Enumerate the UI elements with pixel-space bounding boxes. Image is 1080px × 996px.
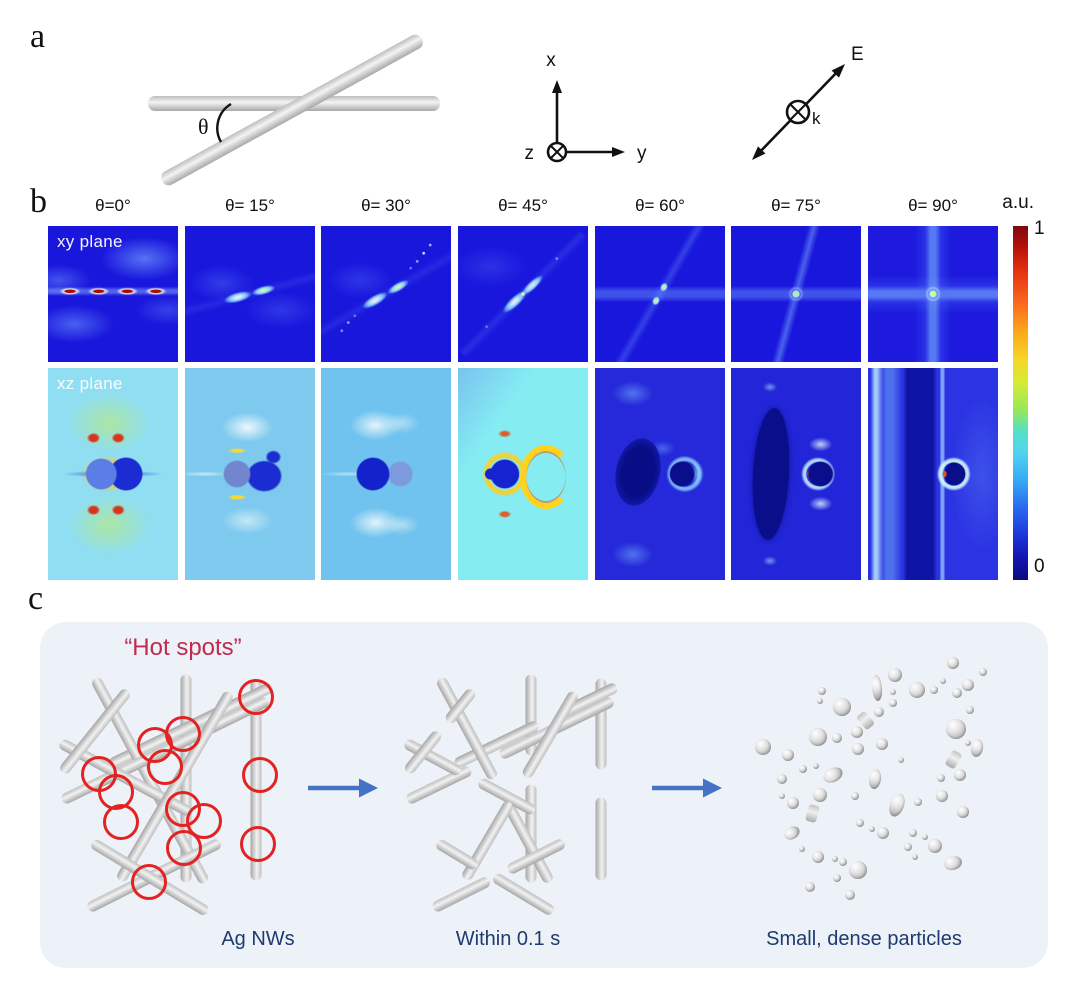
coordinate-axes: x y z xyxy=(525,50,648,164)
theta-label-75deg: θ= 75° xyxy=(771,196,821,215)
e-field-label: E xyxy=(851,44,864,65)
theta-label-30deg: θ= 30° xyxy=(361,196,411,215)
panel-a-label: a xyxy=(30,18,46,55)
polarization-diagram: E k xyxy=(752,44,864,160)
xz-plane-label: xz plane xyxy=(57,374,123,393)
hot-spots-title: “Hot spots” xyxy=(124,634,242,661)
theta-label-45deg: θ= 45° xyxy=(498,196,548,215)
panel-c-background xyxy=(40,622,1048,968)
flow-arrow-1 xyxy=(308,778,378,798)
caption-ag-nws: Ag NWs xyxy=(221,928,295,950)
panel-c-label: c xyxy=(28,580,44,617)
heatmap-xy-15deg xyxy=(185,226,315,362)
colorbar-min-label: 0 xyxy=(1034,556,1045,577)
heatmap-xy-0deg: xy plane xyxy=(48,226,178,362)
colorbar-max-label: 1 xyxy=(1034,218,1045,239)
k-vector-label: k xyxy=(812,109,821,128)
heatmap-xy-30deg xyxy=(321,226,451,362)
heatmap-xy-90deg xyxy=(868,226,998,362)
xy-plane-label: xy plane xyxy=(57,232,123,251)
panel-a-schematic: θ x y z E k xyxy=(148,34,864,186)
heatmap-xz-60deg xyxy=(595,368,725,580)
heatmap-xz-0deg: xz plane xyxy=(48,368,178,580)
crossed-nanowires: θ xyxy=(148,34,440,186)
y-axis-label: y xyxy=(637,143,647,164)
theta-label: θ xyxy=(198,114,209,139)
caption-within-time: Within 0.1 s xyxy=(455,928,561,950)
heatmap-xy-45deg xyxy=(458,226,588,362)
z-axis-label: z xyxy=(525,143,535,164)
angle-arc xyxy=(216,102,232,143)
colorbar xyxy=(1013,226,1028,580)
x-axis-label: x xyxy=(546,50,556,71)
heatmap-xz-45deg xyxy=(458,368,588,580)
heatmap-xz-15deg xyxy=(185,368,315,580)
panel-b-label: b xyxy=(30,183,47,220)
heatmap-xz-75deg xyxy=(731,368,861,580)
heatmap-xz-30deg xyxy=(321,368,451,580)
theta-label-90deg: θ= 90° xyxy=(908,196,958,215)
flow-arrow-2 xyxy=(652,778,722,798)
caption-small-particles: Small, dense particles xyxy=(766,928,962,950)
heatmap-xz-90deg xyxy=(868,368,998,580)
colorbar-unit-label: a.u. xyxy=(1002,192,1034,213)
theta-label-60deg: θ= 60° xyxy=(635,196,685,215)
theta-label-0deg: θ=0° xyxy=(95,196,131,215)
heatmap-xy-75deg xyxy=(731,226,861,362)
heatmap-xy-60deg xyxy=(595,226,725,362)
theta-label-15deg: θ= 15° xyxy=(225,196,275,215)
